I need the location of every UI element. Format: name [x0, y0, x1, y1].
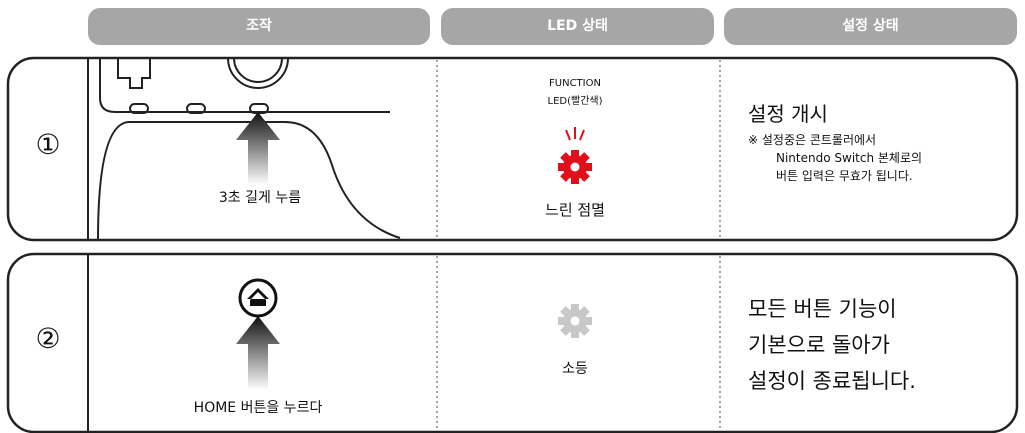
dotted-dividers [436, 60, 721, 430]
led-state: 소등 [562, 361, 588, 377]
row-number: ② [35, 322, 61, 355]
operation: 3초 길게 누름 [180, 187, 340, 207]
home-icon [247, 288, 269, 306]
row-number: ① [35, 128, 61, 161]
arrow [236, 316, 280, 390]
led-label: LED(빨간색) [547, 96, 603, 107]
column-header: 조작 [88, 8, 430, 45]
led-label: FUNCTION [549, 78, 601, 89]
row-frame [6, 252, 1019, 433]
led-state: 느린 점멸 [545, 201, 605, 219]
setting: 설정이 종료됩니다. [748, 369, 916, 393]
note: ※ 설정중은 콘트롤러에서 [748, 133, 877, 147]
setting: 기본으로 돌아가 [748, 333, 890, 357]
column-header: 설정 상태 [724, 8, 1017, 45]
led-gear-on [558, 150, 592, 184]
note: Nintendo Switch 본체로의 [776, 151, 923, 165]
row-frame [6, 56, 1019, 242]
column-header: LED 상태 [441, 8, 714, 45]
note: 버튼 입력은 무효가 됩니다. [776, 169, 913, 183]
operation: HOME 버튼을 누르다 [193, 400, 323, 416]
setting: 모든 버튼 기능이 [748, 297, 897, 321]
controller [97, 59, 401, 239]
arrow [236, 112, 280, 185]
setting: 설정 개시 [748, 102, 828, 126]
home-button [238, 278, 278, 318]
blink-lines [565, 127, 585, 141]
led-gear-off [558, 304, 592, 338]
